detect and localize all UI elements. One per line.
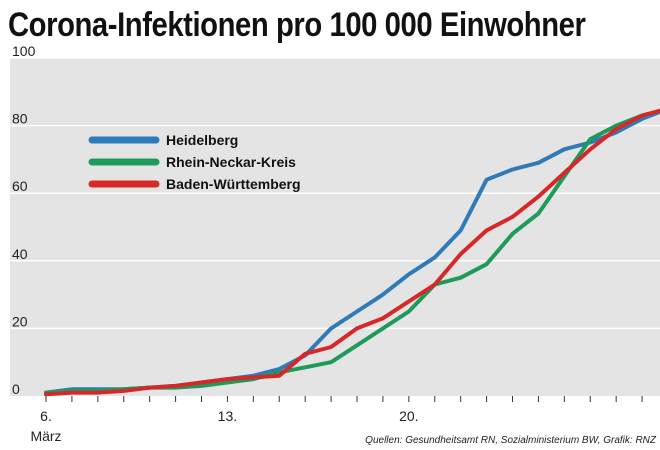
x-axis-ticks: 6. 13. 20. März [30,396,643,444]
y-tick-label: 60 [12,178,28,194]
x-tick-label: 20. [399,408,418,424]
legend-label: Heidelberg [166,132,238,148]
legend-label: Baden-Württemberg [166,176,301,192]
source-note: Quellen: Gesundheitsamt RN, Sozialminist… [365,435,657,446]
y-tick-label: 0 [12,381,20,397]
chart-title: Corona-Infektionen pro 100 000 Einwohner [8,6,586,44]
x-tick-sublabel: März [30,428,61,444]
y-tick-label: 100 [12,43,36,59]
y-tick-label: 80 [12,111,28,127]
y-tick-label: 20 [12,313,28,329]
y-tick-label: 40 [12,246,28,262]
legend: Heidelberg Rhein-Neckar-Kreis Baden-Württe… [88,132,301,192]
data-series [44,108,660,397]
legend-label: Rhein-Neckar-Kreis [166,154,296,170]
series-line [44,108,660,397]
y-axis-tick-labels: 0 20 40 60 80 100 [12,43,36,397]
plot-background [10,58,660,396]
x-tick-label: 13. [218,408,237,424]
x-tick-label: 6. [40,408,52,424]
